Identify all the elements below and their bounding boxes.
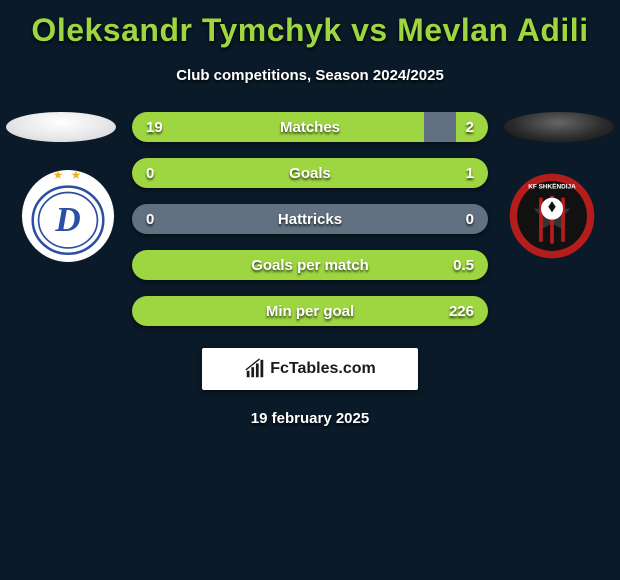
player-right-club-logo: KF SHKËNDIJA: [506, 170, 598, 262]
stat-value-left: 19: [146, 112, 163, 142]
player-right-badge: [504, 112, 614, 142]
comparison-title: Oleksandr Tymchyk vs Mevlan Adili: [0, 0, 620, 49]
stat-row: Goals per match0.5: [132, 250, 488, 280]
stat-value-right: 226: [449, 296, 474, 326]
stat-label: Hattricks: [132, 204, 488, 234]
stat-row: Goals0 1: [132, 158, 488, 188]
stat-row: Min per goal226: [132, 296, 488, 326]
comparison-subtitle: Club competitions, Season 2024/2025: [0, 67, 620, 84]
stat-label: Goals: [132, 158, 488, 188]
stat-value-right: 2: [466, 112, 474, 142]
attribution-badge: FcTables.com: [202, 348, 418, 390]
club-letter: D: [54, 200, 80, 239]
comparison-main: ★ ★ D KF SHKËNDIJA Matches192Goals01Hatt…: [0, 112, 620, 326]
stat-bars: Matches192Goals01Hattricks00Goals per ma…: [132, 112, 488, 326]
star-icon: ★ ★: [53, 170, 84, 182]
stat-label: Min per goal: [132, 296, 488, 326]
stat-value-left: 0: [146, 204, 154, 234]
stat-row: Hattricks0 0: [132, 204, 488, 234]
stat-value-right: 0: [466, 204, 474, 234]
stat-value-right: 1: [466, 158, 474, 188]
stat-row: Matches19 2: [132, 112, 488, 142]
player-left-club-logo: ★ ★ D: [22, 170, 114, 262]
svg-text:KF SHKËNDIJA: KF SHKËNDIJA: [528, 182, 576, 190]
attribution-text: FcTables.com: [270, 360, 376, 378]
comparison-date: 19 february 2025: [0, 410, 620, 427]
stat-value-left: 0: [146, 158, 154, 188]
stat-label: Goals per match: [132, 250, 488, 280]
chart-icon: [244, 358, 266, 380]
stat-label: Matches: [132, 112, 488, 142]
stat-value-right: 0.5: [453, 250, 474, 280]
player-left-badge: [6, 112, 116, 142]
